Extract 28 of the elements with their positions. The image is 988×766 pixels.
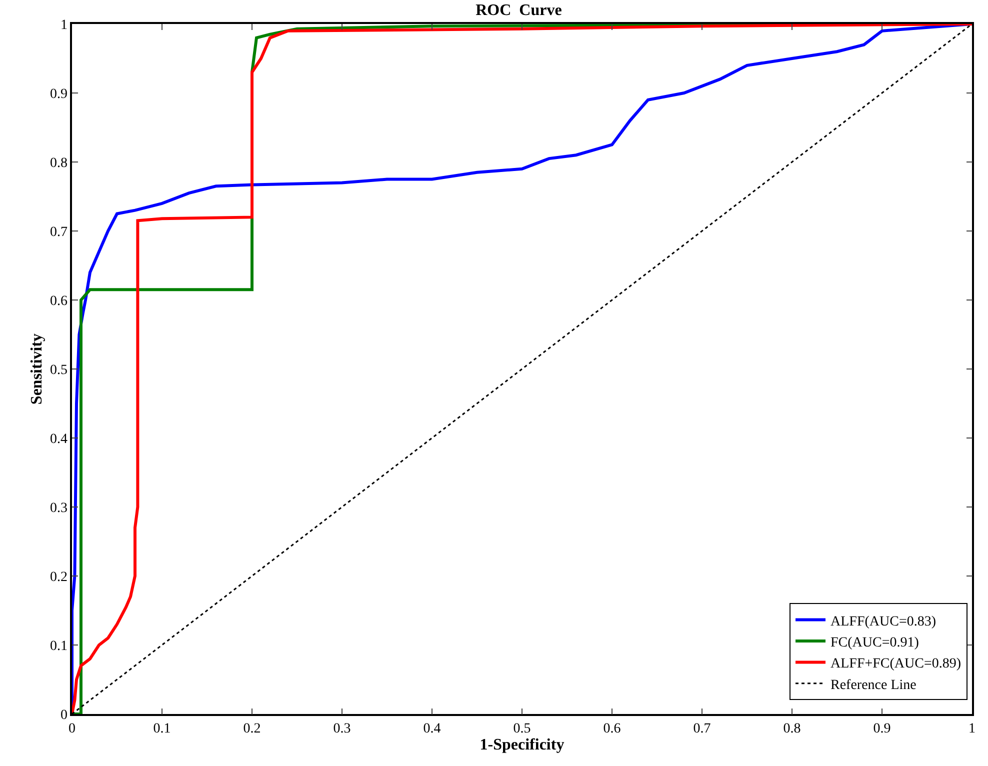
x-tick-label: 0.7: [693, 722, 711, 737]
y-tick-label: 0.4: [50, 432, 68, 447]
x-tick-label: 0.4: [423, 722, 441, 737]
y-axis-title: Sensitivity: [28, 333, 46, 405]
legend-label: ALFF(AUC=0.83): [830, 614, 936, 630]
x-tick-label: 0.3: [333, 722, 351, 737]
y-tick-label: 1: [60, 18, 68, 33]
x-axis-title: 1-Specificity: [480, 736, 564, 754]
x-tick-label: 1: [968, 722, 976, 737]
y-tick-label: 0.5: [50, 362, 68, 378]
y-tick-label: 0.8: [50, 156, 68, 171]
y-tick-label: 0: [60, 708, 68, 723]
y-tick-label: 0.1: [50, 638, 68, 654]
x-tick-label: 0.6: [603, 722, 621, 737]
legend-label: Reference Line: [830, 678, 916, 693]
legend-label: FC(AUC=0.91): [830, 635, 920, 650]
x-tick-label: 0.8: [783, 722, 801, 737]
y-tick-label: 0.9: [50, 86, 68, 102]
legend-label: ALFF+FC(AUC=0.89): [830, 656, 962, 672]
x-tick-label: 0.1: [153, 722, 171, 737]
y-tick-label: 0.2: [50, 570, 68, 585]
y-tick-label: 0.7: [50, 224, 68, 240]
y-tick-label: 0.3: [50, 500, 68, 516]
x-tick-label: 0.9: [873, 722, 891, 737]
y-tick-label: 0.6: [50, 294, 68, 309]
x-tick-label: 0.2: [243, 722, 261, 737]
x-tick-label: 0.5: [513, 722, 531, 737]
chart-title: ROC Curve: [476, 2, 562, 20]
